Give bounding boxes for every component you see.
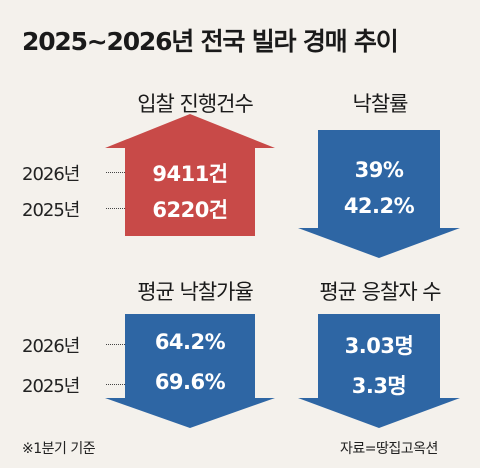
data-label-avg-bid-ratio-2026: 64.2% <box>154 330 226 354</box>
footnote: ※1분기 기준 <box>22 441 96 457</box>
leader-dots <box>106 208 125 209</box>
panel-label-bid-count: 입찰 진행건수 <box>137 92 254 116</box>
row-label-2025-top: 2025년 <box>22 200 80 221</box>
panel-label-win-rate: 낙찰률 <box>352 92 409 116</box>
down-arrow-avg-bidders <box>298 314 460 428</box>
page-title: 2025~2026년 전국 빌라 경매 추이 <box>22 27 399 56</box>
down-arrow-win-rate <box>298 130 460 258</box>
data-label-win-rate-2026: 39% <box>354 158 404 182</box>
row-label-2025-bottom: 2025년 <box>22 376 80 397</box>
data-label-avg-bid-ratio-2025: 69.6% <box>154 370 226 394</box>
data-label-bid-count-2025: 6220건 <box>152 198 228 222</box>
data-label-avg-bidders-2025: 3.3명 <box>351 374 407 398</box>
leader-dots <box>106 172 125 173</box>
row-label-2026-bottom: 2026년 <box>22 336 80 357</box>
leader-dots <box>106 384 125 385</box>
up-arrow-bid-count <box>105 114 275 236</box>
row-label-2026-top: 2026년 <box>22 164 80 185</box>
data-label-avg-bidders-2026: 3.03명 <box>344 334 414 358</box>
panel-label-avg-bid-ratio: 평균 낙찰가율 <box>137 280 254 304</box>
panel-label-avg-bidders: 평균 응찰자 수 <box>319 280 441 304</box>
source-credit: 자료=땅집고옥션 <box>340 441 438 457</box>
down-arrow-avg-bid-ratio <box>105 314 275 428</box>
data-label-bid-count-2026: 9411건 <box>152 162 228 186</box>
leader-dots <box>106 344 125 345</box>
data-label-win-rate-2025: 42.2% <box>343 194 415 218</box>
